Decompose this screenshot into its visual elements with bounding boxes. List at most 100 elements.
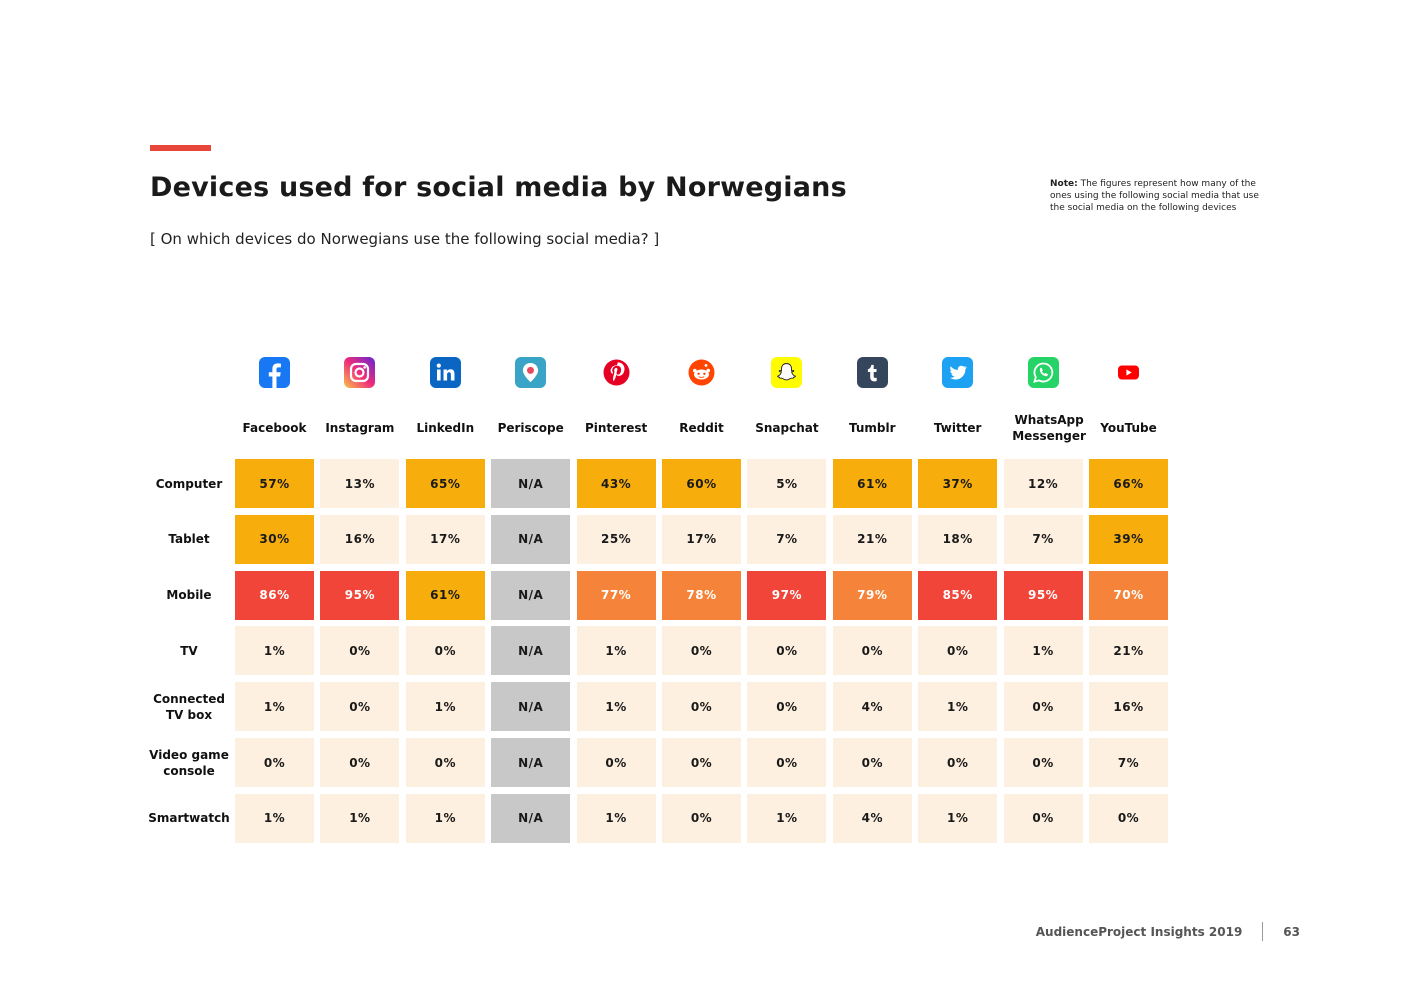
- facebook-icon: [259, 357, 290, 388]
- column-header-instagram: Instagram: [320, 408, 399, 448]
- table-cell: N/A: [491, 515, 570, 564]
- table-cell: 0%: [406, 626, 485, 675]
- column-icon-cell: [662, 352, 741, 392]
- table-cell: 1%: [235, 794, 314, 843]
- table-cell: 0%: [320, 682, 399, 731]
- table-cell: 1%: [235, 682, 314, 731]
- table-cell: 0%: [662, 738, 741, 787]
- table-cell: 1%: [235, 626, 314, 675]
- table-cell: 0%: [406, 738, 485, 787]
- table-cell: N/A: [491, 459, 570, 508]
- table-cell: N/A: [491, 571, 570, 620]
- table-cell: N/A: [491, 794, 570, 843]
- table-cell: 61%: [406, 571, 485, 620]
- table-cell: 0%: [662, 682, 741, 731]
- snapchat-icon: [771, 357, 802, 388]
- footer: AudienceProject Insights 2019 63: [1036, 922, 1300, 941]
- table-cell: 86%: [235, 571, 314, 620]
- table-cell: 97%: [747, 571, 826, 620]
- pinterest-icon: [601, 357, 632, 388]
- table-cell: 0%: [833, 626, 912, 675]
- table-cell: 39%: [1089, 515, 1168, 564]
- table-cell: 95%: [1004, 571, 1083, 620]
- table-cell: 0%: [662, 626, 741, 675]
- whatsapp-icon: [1028, 357, 1059, 388]
- table-cell: 21%: [833, 515, 912, 564]
- row-header-mobile: Mobile: [148, 571, 230, 620]
- table-cell: 1%: [918, 794, 997, 843]
- table-cell: 0%: [662, 794, 741, 843]
- table-cell: 70%: [1089, 571, 1168, 620]
- column-header-tumblr: Tumblr: [833, 408, 912, 448]
- table-cell: 0%: [747, 626, 826, 675]
- table-cell: 18%: [918, 515, 997, 564]
- table-cell: 17%: [662, 515, 741, 564]
- table-cell: 0%: [918, 626, 997, 675]
- table-cell: 0%: [320, 738, 399, 787]
- table-cell: 12%: [1004, 459, 1083, 508]
- column-header-twitter: Twitter: [918, 408, 997, 448]
- table-cell: 16%: [1089, 682, 1168, 731]
- column-icon-cell: [1089, 352, 1168, 392]
- column-header-whatsapp-messenger: WhatsApp Messenger: [1004, 408, 1095, 448]
- table-cell: 4%: [833, 794, 912, 843]
- table-cell: 30%: [235, 515, 314, 564]
- table-cell: 7%: [747, 515, 826, 564]
- note: Note: The figures represent how many of …: [1050, 178, 1265, 214]
- table-cell: 0%: [1004, 794, 1083, 843]
- column-icon-cell: [577, 352, 656, 392]
- page-title: Devices used for social media by Norwegi…: [150, 172, 847, 203]
- table-cell: 0%: [320, 626, 399, 675]
- tumblr-icon: [857, 357, 888, 388]
- table-cell: 0%: [918, 738, 997, 787]
- column-header-youtube: YouTube: [1089, 408, 1168, 448]
- row-header-connected-tv-box: Connected TV box: [148, 682, 230, 731]
- footer-divider: [1262, 922, 1263, 941]
- table-cell: 61%: [833, 459, 912, 508]
- column-icon-cell: [235, 352, 314, 392]
- table-cell: 1%: [577, 682, 656, 731]
- table-cell: 16%: [320, 515, 399, 564]
- table-cell: 43%: [577, 459, 656, 508]
- row-header-tv: TV: [148, 626, 230, 675]
- table-cell: 17%: [406, 515, 485, 564]
- column-icon-cell: [406, 352, 485, 392]
- table-cell: 66%: [1089, 459, 1168, 508]
- column-icon-cell: [918, 352, 997, 392]
- table-cell: 25%: [577, 515, 656, 564]
- instagram-icon: [344, 357, 375, 388]
- table-cell: N/A: [491, 682, 570, 731]
- table-cell: N/A: [491, 738, 570, 787]
- row-header-computer: Computer: [148, 459, 230, 508]
- table-cell: 0%: [577, 738, 656, 787]
- table-cell: 0%: [747, 682, 826, 731]
- column-icon-cell: [833, 352, 912, 392]
- table-cell: 1%: [1004, 626, 1083, 675]
- column-header-periscope: Periscope: [491, 408, 570, 448]
- table-cell: 37%: [918, 459, 997, 508]
- table-cell: 13%: [320, 459, 399, 508]
- table-cell: 65%: [406, 459, 485, 508]
- table-cell: N/A: [491, 626, 570, 675]
- page-subtitle: [ On which devices do Norwegians use the…: [150, 230, 659, 248]
- column-header-linkedin: LinkedIn: [406, 408, 485, 448]
- table-cell: 85%: [918, 571, 997, 620]
- table-cell: 7%: [1089, 738, 1168, 787]
- column-icon-cell: [320, 352, 399, 392]
- table-cell: 1%: [918, 682, 997, 731]
- page-number: 63: [1283, 925, 1300, 939]
- table-cell: 1%: [320, 794, 399, 843]
- note-label: Note:: [1050, 179, 1078, 189]
- row-header-tablet: Tablet: [148, 515, 230, 564]
- table-cell: 4%: [833, 682, 912, 731]
- table-cell: 21%: [1089, 626, 1168, 675]
- table-cell: 1%: [406, 794, 485, 843]
- column-header-pinterest: Pinterest: [577, 408, 656, 448]
- table-cell: 78%: [662, 571, 741, 620]
- table-cell: 0%: [1004, 682, 1083, 731]
- table-cell: 79%: [833, 571, 912, 620]
- table-cell: 57%: [235, 459, 314, 508]
- youtube-icon: [1113, 357, 1144, 388]
- table-cell: 5%: [747, 459, 826, 508]
- table-cell: 1%: [747, 794, 826, 843]
